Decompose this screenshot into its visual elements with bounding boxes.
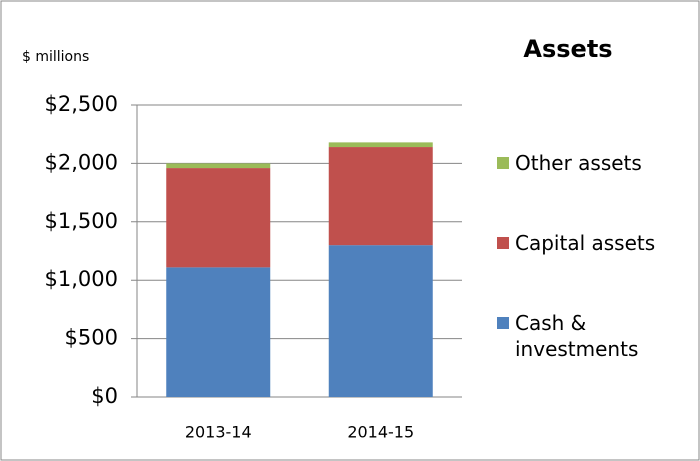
legend-label: Cash & investments xyxy=(515,311,639,361)
x-tick-label: 2013-14 xyxy=(185,423,252,442)
legend-label: Capital assets xyxy=(515,231,656,255)
chart-title: Assets xyxy=(523,35,612,63)
legend-item: Cash & investments xyxy=(497,310,687,362)
legend-item: Other assets xyxy=(497,150,687,176)
y-tick-label: $0 xyxy=(91,384,118,408)
bar-segment xyxy=(328,147,433,246)
y-tick-label: $500 xyxy=(65,326,118,350)
legend-swatch xyxy=(497,237,509,249)
y-tick-label: $2,000 xyxy=(45,150,118,174)
bar-segment xyxy=(166,267,271,397)
legend-label: Other assets xyxy=(515,151,642,175)
bar-segment xyxy=(328,142,433,148)
x-tick-label: 2014-15 xyxy=(347,423,414,442)
y-tick-label: $1,000 xyxy=(45,267,118,291)
legend-swatch xyxy=(497,317,509,329)
bar-segment xyxy=(166,163,271,169)
y-tick-label: $1,500 xyxy=(45,209,118,233)
y-axis-label: $ millions xyxy=(22,49,89,65)
legend-swatch xyxy=(497,157,509,169)
bar-segment xyxy=(166,168,271,268)
bar-segment xyxy=(328,245,433,397)
y-tick-label: $2,500 xyxy=(45,92,118,116)
legend-item: Capital assets xyxy=(497,230,687,256)
